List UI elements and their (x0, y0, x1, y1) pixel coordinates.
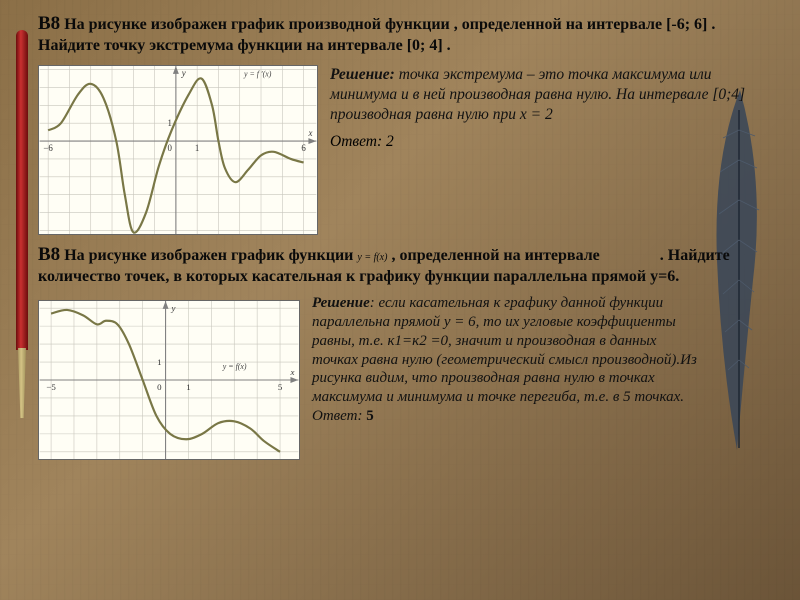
svg-text:1: 1 (186, 382, 190, 392)
svg-text:1: 1 (167, 118, 171, 128)
svg-text:y: y (181, 68, 186, 78)
solution1-lead: Решение: (330, 66, 395, 83)
solution2-body: : если касательная к графику данной функ… (312, 295, 697, 424)
problem1-heading: B8 На рисунке изображен график производн… (38, 12, 750, 57)
svg-text:y: y (170, 303, 175, 313)
problem2-chart: −5 1 5 1 0 x y y = f(x) (38, 300, 300, 460)
problem2-heading: B8 На рисунке изображен график функции y… (38, 243, 750, 288)
problem2-text2: , определенной на интервале (387, 247, 603, 264)
svg-text:5: 5 (278, 382, 283, 392)
svg-text:6: 6 (301, 143, 306, 153)
problem2-answer: 5 (366, 408, 374, 424)
solution2-lead: Решение (312, 295, 370, 311)
problem2-text1: На рисунке изображен график функции (60, 247, 357, 264)
svg-text:0: 0 (167, 143, 172, 153)
svg-text:x: x (289, 367, 294, 377)
svg-text:−6: −6 (43, 143, 53, 153)
problem2-formula: y = f(x) (357, 252, 387, 263)
problem1-label: B8 (38, 13, 60, 34)
svg-text:−5: −5 (46, 382, 56, 392)
problem1-chart: −6 1 6 1 0 x y y = f ′(x) (38, 65, 318, 235)
content-area: B8 На рисунке изображен график производн… (38, 12, 750, 590)
svg-text:y = f(x): y = f(x) (222, 362, 247, 371)
svg-text:0: 0 (157, 382, 162, 392)
svg-text:y = f ′(x): y = f ′(x) (243, 70, 272, 79)
problem1-text: На рисунке изображен график производной … (38, 16, 715, 54)
pen-decoration (8, 30, 36, 450)
svg-text:1: 1 (195, 143, 199, 153)
svg-text:x: x (307, 128, 312, 138)
problem2-solution: Решение: если касательная к графику данн… (312, 294, 750, 425)
svg-text:1: 1 (157, 357, 161, 367)
problem1-solution: Решение: точка экстремума – это точка ма… (330, 65, 750, 125)
problem1-answer: Ответ: 2 (330, 133, 750, 151)
problem2-label: B8 (38, 244, 60, 265)
